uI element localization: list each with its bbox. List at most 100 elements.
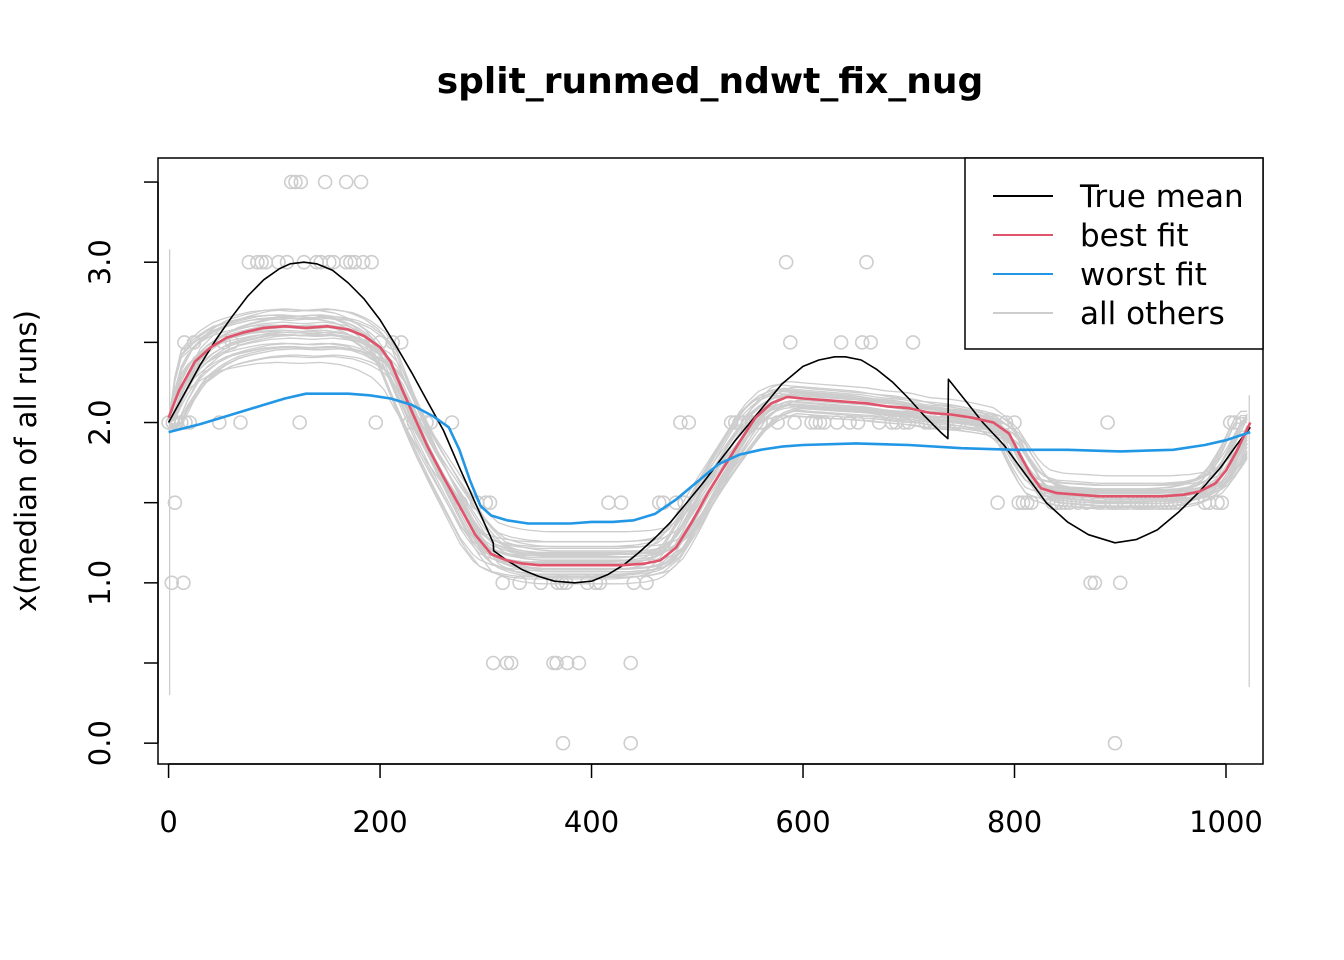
other-run-line [168,354,1248,555]
observation-point [283,174,299,190]
x-tick-label: 200 [352,805,407,839]
fitted-series-layer [167,261,1252,584]
y-tick-label: 3.0 [83,239,117,285]
observation-point [673,415,688,430]
other-run-line [167,314,1248,571]
other-run-line [168,334,1248,555]
observation-point [1087,575,1103,591]
observation-point [613,495,629,511]
observation-point [1062,495,1077,511]
observation-point [288,174,303,190]
x-tick-label: 600 [775,805,830,839]
worst-fit-line [168,392,1251,525]
x-tick-label: 0 [159,805,177,839]
observation-point [639,575,654,591]
other-run-line [167,330,1248,580]
observation-point [293,174,309,190]
observation-point [364,254,379,270]
observation-point [1222,415,1238,430]
observation-point [549,655,564,671]
other-run-line [167,316,1248,565]
observation-point [338,174,354,190]
observation-point [918,415,934,430]
observation-point [1053,495,1069,511]
x-axis: 0 200 400 600 800 1000 [159,763,1263,839]
observation-point [677,495,692,511]
observation-point [233,415,248,430]
observation-point [1214,495,1230,511]
y-tick-label: 0.0 [83,720,117,766]
observation-point [753,415,769,430]
other-run-line [167,314,1248,566]
observation-point [623,655,639,671]
observation-point [592,575,608,591]
observation-point [353,174,369,190]
x-tick-label: 400 [564,805,619,839]
observation-point [317,174,333,190]
observation-point [850,415,866,430]
other-run-line [168,342,1248,573]
legend-label-all-others: all others [1080,296,1225,332]
other-run-line [168,342,1248,555]
observation-point [512,575,527,591]
observation-point [279,254,295,270]
observation-point [623,735,639,751]
observation-point [482,495,498,511]
observation-point [588,575,604,591]
observation-point [842,415,857,430]
observation-point [1024,495,1039,511]
observation-point [550,575,566,591]
observation-point [368,415,384,430]
y-axis: 0.0 1.0 2.0 3.0 [83,181,159,766]
observation-point [1019,495,1035,511]
observation-point [859,254,874,270]
observation-point [1015,495,1031,511]
observation-point [829,415,845,430]
observation-point [1083,575,1098,591]
observation-point [347,254,363,270]
other-run-line [167,308,1248,555]
legend-box [964,157,1264,350]
x-tick-label: 800 [987,805,1042,839]
observation-point [778,254,794,270]
observation-point [681,415,697,430]
observation-point [901,415,917,430]
observation-point [926,415,942,430]
best-fit-line [167,324,1252,567]
observation-point [555,735,571,751]
observation-point [571,655,587,671]
other-run-line [168,348,1248,548]
observation-point [808,415,824,430]
other-run-line [168,346,1248,562]
observation-point [1107,735,1123,751]
other-run-line [168,333,1248,570]
observation-point [854,335,870,350]
observation-point [1007,415,1022,430]
observation-point [905,335,921,350]
legend: True mean best fit worst fit all others [964,157,1264,350]
observation-point [338,254,354,270]
observation-point [990,495,1005,511]
observation-point [787,415,802,430]
observation-point [782,335,798,350]
true-mean-line [167,261,1251,584]
observation-point [176,575,191,591]
observation-point [485,655,501,671]
y-tick-label: 2.0 [83,399,117,445]
observation-point [1070,495,1086,511]
observation-point [419,415,434,430]
observation-point [651,495,667,511]
observation-point [495,575,511,591]
observation-point [212,415,227,430]
legend-label-worst-fit: worst fit [1080,257,1207,293]
other-run-line [167,324,1248,556]
observation-point [250,254,265,270]
observation-point [770,415,785,430]
observation-point [1210,495,1225,511]
other-run-line [167,318,1248,578]
other-run-line [168,333,1248,561]
observation-point [559,655,575,671]
observation-point [833,335,849,350]
observation-point [1100,415,1115,430]
